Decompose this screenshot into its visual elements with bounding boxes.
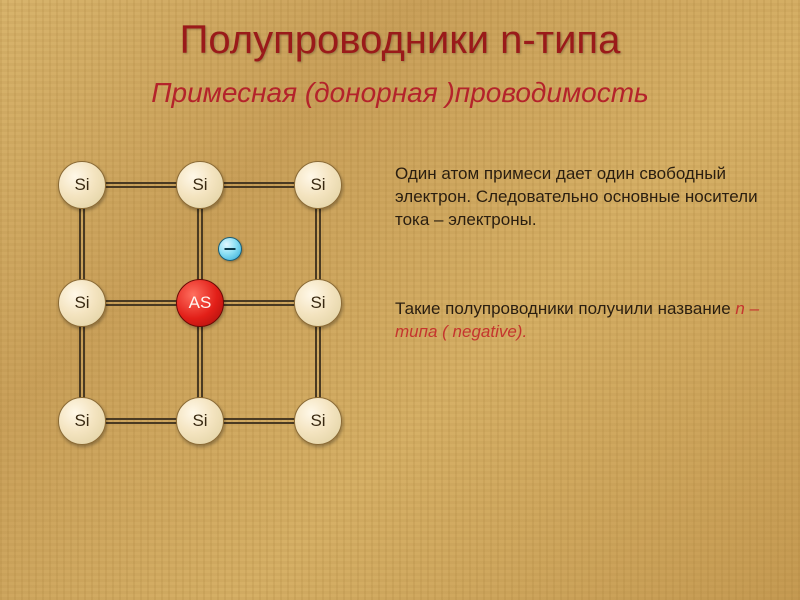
slide: Полупроводники n-типа Примесная (донорна… — [0, 0, 800, 600]
atom-si: Si — [294, 279, 342, 327]
atom-si: Si — [294, 161, 342, 209]
atom-si: Si — [176, 161, 224, 209]
atom-si: Si — [294, 397, 342, 445]
page-title: Полупроводники n-типа — [0, 18, 800, 63]
atom-si: Si — [58, 397, 106, 445]
paragraph-2-prefix: Такие полупроводники получили название — [395, 299, 735, 318]
lattice-diagram: Si Si Si Si AS Si Si Si Si — [40, 143, 360, 463]
paragraph-1: Один атом примеси дает один свободный эл… — [395, 163, 765, 232]
free-electron — [218, 237, 242, 261]
paragraph-2: Такие полупроводники получили название n… — [395, 298, 765, 344]
content-area: Si Si Si Si AS Si Si Si Si Один атом примеси дае… — [0, 133, 800, 553]
page-subtitle: Примесная (донорная )проводимость — [0, 77, 800, 109]
atom-si: Si — [58, 161, 106, 209]
atom-as: AS — [176, 279, 224, 327]
atom-si: Si — [58, 279, 106, 327]
atom-si: Si — [176, 397, 224, 445]
